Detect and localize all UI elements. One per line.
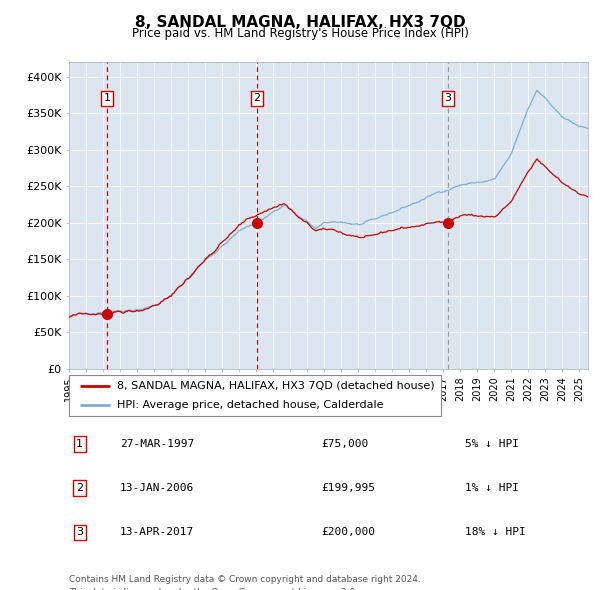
- Text: 13-JAN-2006: 13-JAN-2006: [120, 483, 194, 493]
- Text: 1: 1: [103, 93, 110, 103]
- Text: 3: 3: [76, 527, 83, 537]
- Text: 5% ↓ HPI: 5% ↓ HPI: [465, 439, 519, 449]
- Text: 27-MAR-1997: 27-MAR-1997: [120, 439, 194, 449]
- Text: £75,000: £75,000: [321, 439, 368, 449]
- Text: HPI: Average price, detached house, Calderdale: HPI: Average price, detached house, Cald…: [118, 400, 384, 410]
- Text: Contains HM Land Registry data © Crown copyright and database right 2024.
This d: Contains HM Land Registry data © Crown c…: [69, 575, 421, 590]
- Text: 8, SANDAL MAGNA, HALIFAX, HX3 7QD: 8, SANDAL MAGNA, HALIFAX, HX3 7QD: [134, 15, 466, 30]
- Text: 1: 1: [76, 439, 83, 449]
- Text: 2: 2: [76, 483, 83, 493]
- FancyBboxPatch shape: [69, 375, 441, 416]
- Text: 2: 2: [253, 93, 260, 103]
- Text: Price paid vs. HM Land Registry's House Price Index (HPI): Price paid vs. HM Land Registry's House …: [131, 27, 469, 40]
- Text: 18% ↓ HPI: 18% ↓ HPI: [465, 527, 526, 537]
- Text: 3: 3: [445, 93, 452, 103]
- Text: 1% ↓ HPI: 1% ↓ HPI: [465, 483, 519, 493]
- Text: £200,000: £200,000: [321, 527, 375, 537]
- Text: £199,995: £199,995: [321, 483, 375, 493]
- Text: 8, SANDAL MAGNA, HALIFAX, HX3 7QD (detached house): 8, SANDAL MAGNA, HALIFAX, HX3 7QD (detac…: [118, 381, 435, 391]
- Text: 13-APR-2017: 13-APR-2017: [120, 527, 194, 537]
